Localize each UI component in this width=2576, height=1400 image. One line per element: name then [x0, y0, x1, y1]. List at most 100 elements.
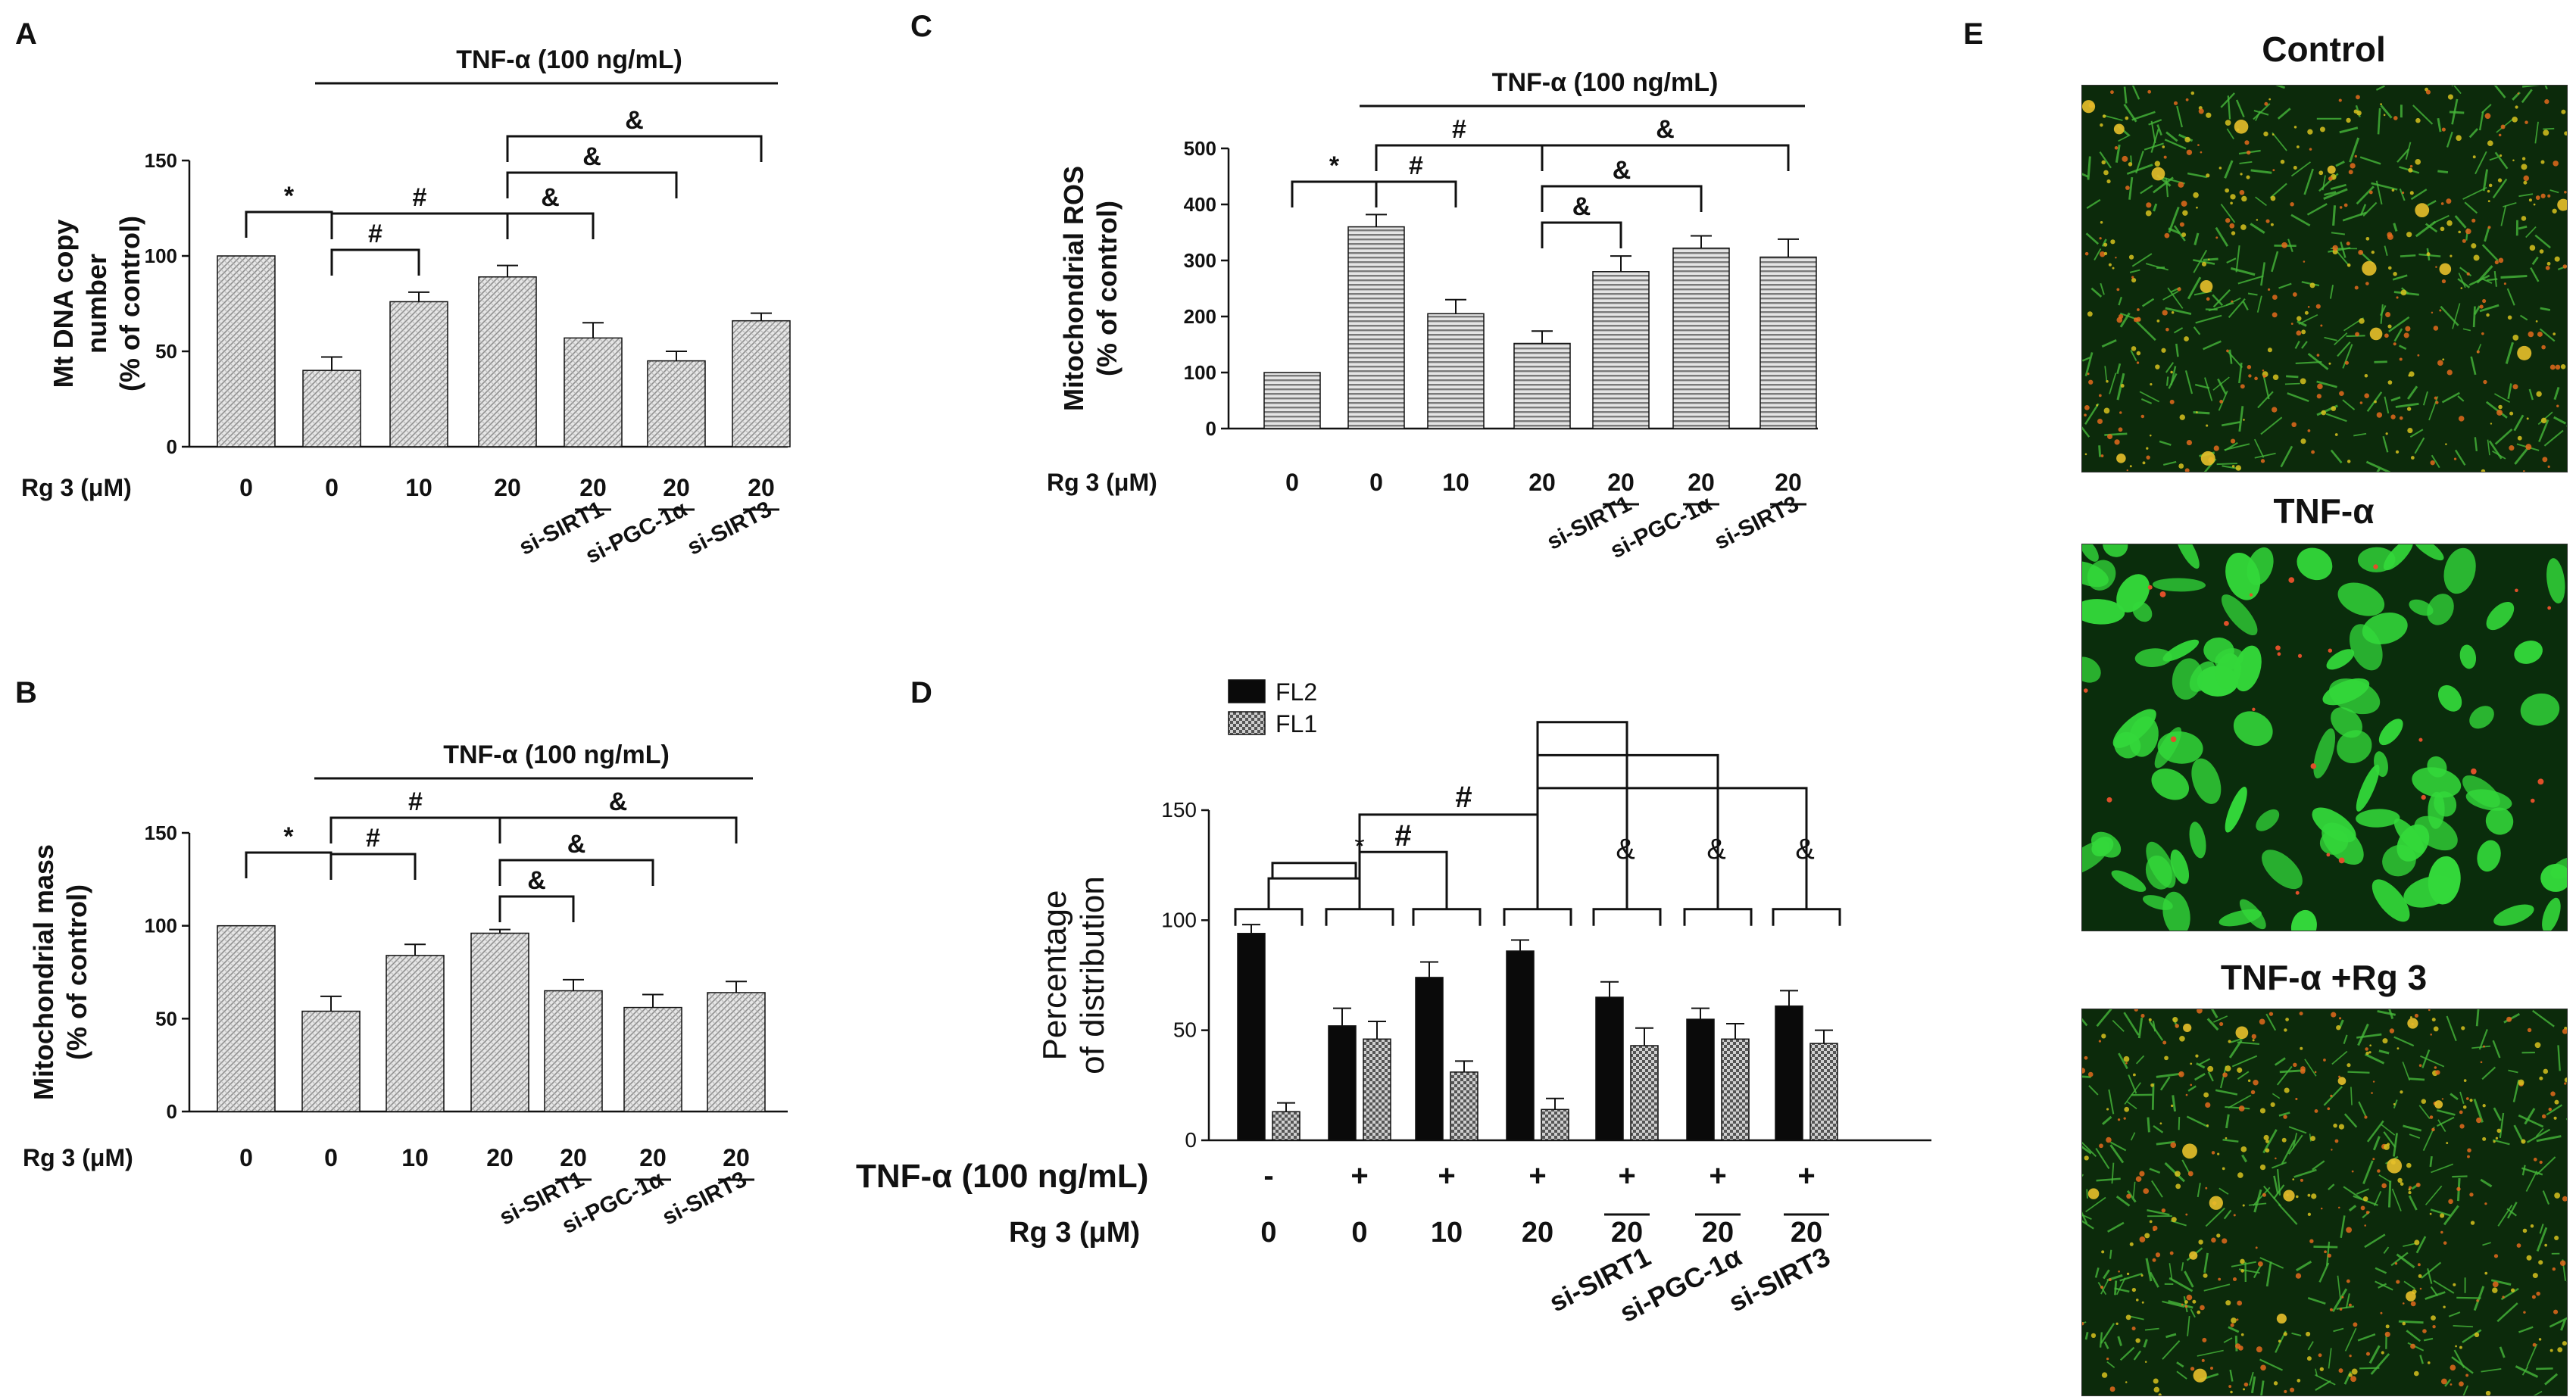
sig-bracket-d — [1271, 862, 1357, 879]
mito-dot — [2356, 95, 2360, 100]
mito-strand — [2090, 287, 2103, 298]
sig-mark-b: # — [366, 824, 380, 853]
si-label-b: si-SIRT3 — [658, 1167, 751, 1230]
bright-spot — [2234, 119, 2249, 134]
mito-dot — [2087, 311, 2093, 317]
mito-dot — [2486, 313, 2490, 317]
mito-strand — [2444, 1378, 2452, 1387]
mito-dot — [2186, 439, 2193, 446]
mito-strand — [2356, 186, 2375, 205]
mito-dot — [2280, 159, 2285, 164]
cell-nucleus — [2428, 856, 2461, 905]
mito-dot — [2539, 249, 2544, 254]
mito-dot — [2228, 1385, 2232, 1388]
cell-nucleus — [2428, 791, 2445, 829]
mito-dot — [2399, 416, 2403, 420]
micrograph-title-control: Control — [2262, 30, 2386, 69]
mito-dot — [2496, 410, 2503, 416]
bar-a — [564, 337, 623, 447]
sig-bracket-b — [245, 851, 333, 878]
mito-strand — [2390, 1252, 2409, 1267]
red-speck — [2310, 763, 2317, 769]
mito-dot — [2399, 357, 2403, 361]
cell-nucleus — [2443, 547, 2476, 594]
y-tick-label-a: 0 — [167, 435, 177, 458]
mito-strand — [2284, 382, 2300, 385]
mito-dot — [2173, 101, 2178, 105]
mito-dot — [2554, 1193, 2561, 1199]
mito-strand — [2164, 139, 2187, 150]
mito-dot — [2523, 470, 2525, 472]
mito-strand — [2257, 391, 2274, 409]
mito-dot — [2101, 1250, 2105, 1254]
mito-dot — [2205, 1186, 2208, 1190]
bright-spot — [2183, 1023, 2192, 1033]
cell-nucleus — [2371, 879, 2410, 922]
mito-dot — [2554, 256, 2560, 262]
mito-strand — [2307, 353, 2329, 370]
treatment-label-c: TNF-α (100 ng/mL) — [1492, 68, 1719, 97]
mito-strand — [2468, 274, 2490, 286]
mito-strand — [2506, 288, 2515, 306]
x-tick-label-a: 0 — [325, 474, 339, 501]
mito-dot — [2171, 311, 2175, 314]
mito-dot — [2544, 99, 2549, 104]
mito-dot — [2507, 315, 2512, 320]
mito-strand — [2489, 156, 2498, 161]
mito-dot — [2459, 1381, 2464, 1387]
treatment-sign-d: - — [1263, 1159, 1273, 1193]
mito-strand — [2457, 395, 2465, 402]
mito-dot — [2242, 1204, 2245, 1207]
mito-dot — [2556, 404, 2559, 407]
sig-bracket-c — [1375, 180, 1457, 207]
mito-dot — [2523, 1311, 2526, 1314]
mito-strand — [2462, 1385, 2468, 1395]
mito-dot — [2560, 363, 2566, 369]
mito-strand — [2553, 387, 2560, 401]
mito-dot — [2338, 1368, 2343, 1373]
mito-strand — [2165, 376, 2169, 386]
mito-dot — [2539, 1076, 2543, 1080]
mito-strand — [2393, 1133, 2398, 1157]
mito-dot — [2197, 1009, 2203, 1014]
mito-dot — [2422, 1329, 2427, 1333]
mito-dot — [2431, 311, 2434, 314]
mito-dot — [2272, 312, 2278, 318]
mito-dot — [2397, 1177, 2403, 1183]
mito-dot — [2442, 358, 2445, 361]
mito-strand — [2451, 98, 2459, 125]
mito-dot — [2492, 1281, 2499, 1288]
mito-strand — [2427, 1267, 2433, 1284]
mito-dot — [2123, 1117, 2126, 1120]
mito-strand — [2342, 211, 2367, 222]
mito-strand — [2366, 1120, 2384, 1143]
mito-dot — [2171, 1217, 2177, 1223]
mito-dot — [2354, 154, 2357, 158]
mito-strand — [2500, 274, 2528, 279]
mito-strand — [2503, 1012, 2521, 1024]
mito-dot — [2488, 183, 2493, 188]
mito-dot — [2543, 1068, 2549, 1074]
mito-dot — [2365, 1211, 2370, 1214]
mito-dot — [2106, 1108, 2109, 1111]
cell-nucleus — [2175, 544, 2200, 569]
treatment-sign-d: + — [1438, 1159, 1455, 1193]
mito-dot — [2268, 1012, 2274, 1016]
mito-dot — [2509, 411, 2514, 416]
mito-dot — [2414, 1239, 2420, 1246]
mito-strand — [2458, 273, 2466, 288]
panel-letter-b: B — [15, 676, 37, 709]
mito-strand — [2165, 1333, 2177, 1339]
mito-dot — [2156, 320, 2160, 323]
mito-dot — [2196, 411, 2198, 413]
mito-strand — [2150, 120, 2156, 144]
mito-dot — [2365, 282, 2369, 285]
mito-dot — [2365, 1051, 2369, 1055]
bar-c — [1513, 342, 1571, 429]
sig-mark-a: & — [625, 106, 644, 135]
mito-strand — [2359, 204, 2367, 217]
mito-strand — [2395, 402, 2419, 408]
micrograph-background — [2082, 1009, 2567, 1395]
mito-dot — [2241, 195, 2247, 202]
